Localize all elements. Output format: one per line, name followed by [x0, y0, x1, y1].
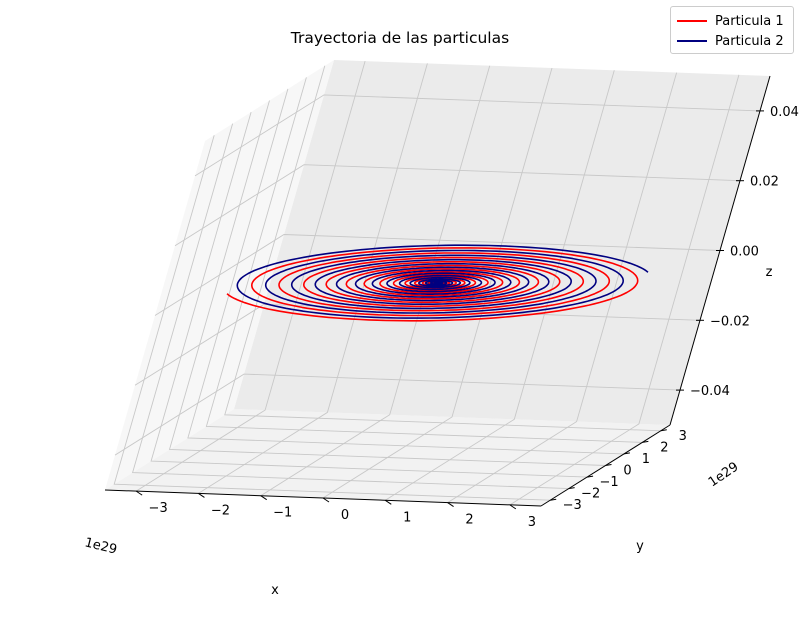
x-tick-6 [509, 504, 517, 510]
y-gridline-5 [205, 77, 643, 443]
y-gridline-1 [132, 123, 569, 490]
x-axis-label: x [271, 583, 279, 598]
x-gridline-4 [385, 70, 615, 501]
x-tick-label-1: −2 [211, 503, 230, 518]
series-line-2 [236, 244, 649, 319]
y-tick-label-0: −3 [563, 498, 582, 513]
y-tick-1 [568, 487, 575, 490]
x-tick-label-3: 0 [341, 508, 349, 523]
y-tick-6 [660, 429, 667, 432]
x-tick-label-5: 2 [465, 513, 473, 528]
y-tick-label-4: 1 [642, 452, 650, 467]
y-tick-label-6: 3 [679, 429, 687, 444]
y-tick-label-5: 2 [660, 440, 668, 455]
x-offset-label: 1e29 [83, 535, 118, 557]
y-axis-label: y [636, 539, 644, 554]
z-gridline-2 [154, 234, 721, 316]
z-tick-label-3: 0.02 [750, 175, 779, 190]
legend-line-particula-1 [677, 20, 707, 22]
y-gridline-3 [168, 100, 606, 466]
x-gridline-5 [447, 72, 678, 503]
y-tick-label-1: −2 [581, 487, 600, 502]
chart-series [226, 244, 649, 322]
x-gridline-0 [135, 60, 366, 492]
z-tick-label-1: −0.02 [710, 314, 750, 329]
y-tick-4 [623, 452, 631, 455]
y-offset-label: 1e29 [706, 460, 742, 491]
y-tick-2 [586, 475, 594, 478]
z-axis-label: z [766, 265, 773, 280]
y-tick-label-3: 0 [623, 464, 631, 479]
chart-grid [113, 60, 761, 506]
x-tick-label-6: 3 [528, 515, 536, 530]
legend: Particula 1 Particula 2 [670, 6, 794, 54]
legend-label-particula-1: Particula 1 [715, 13, 784, 29]
x-tick-0 [135, 490, 143, 496]
x-gridline-3 [322, 67, 553, 499]
x-tick-4 [385, 499, 392, 505]
x-gridline-6 [509, 74, 740, 506]
y-tick-5 [642, 440, 649, 443]
legend-line-particula-2 [677, 40, 707, 42]
z-gridline-0 [114, 373, 681, 456]
y-gridline-6 [224, 65, 661, 432]
x-tick-2 [260, 495, 267, 501]
z-tick-label-4: 0.04 [770, 105, 799, 120]
y-gridline-0 [113, 135, 551, 501]
x-tick-5 [447, 502, 454, 507]
x-gridline-1 [198, 63, 428, 494]
z-gridline-4 [194, 94, 761, 177]
z-tick-label-0: −0.04 [690, 384, 730, 399]
x-tick-1 [198, 493, 205, 498]
y-tick-0 [550, 498, 557, 501]
chart-title: Trayectoria de las particulas [290, 29, 509, 47]
z-gridline-3 [174, 164, 741, 247]
y-tick-3 [605, 464, 612, 466]
legend-item-particula-2: Particula 2 [677, 32, 784, 50]
x-tick-label-0: −3 [149, 501, 168, 516]
y-tick-label-2: −1 [599, 475, 618, 490]
x-tick-3 [322, 497, 330, 503]
x-gridline-2 [260, 65, 491, 497]
legend-label-particula-2: Particula 2 [715, 33, 784, 49]
chart-ticks: −3 −2 −1 0 1 2 3−3−2−10123−0.04−0.020.000.020.… [135, 105, 799, 530]
y-gridline-2 [150, 111, 588, 478]
y-gridline-4 [187, 88, 624, 455]
legend-item-particula-1: Particula 1 [677, 12, 784, 30]
x-tick-label-4: 1 [403, 510, 411, 525]
z-gridline-1 [134, 303, 701, 386]
x-tick-label-2: −1 [273, 506, 292, 521]
z-tick-label-2: 0.00 [730, 245, 759, 260]
